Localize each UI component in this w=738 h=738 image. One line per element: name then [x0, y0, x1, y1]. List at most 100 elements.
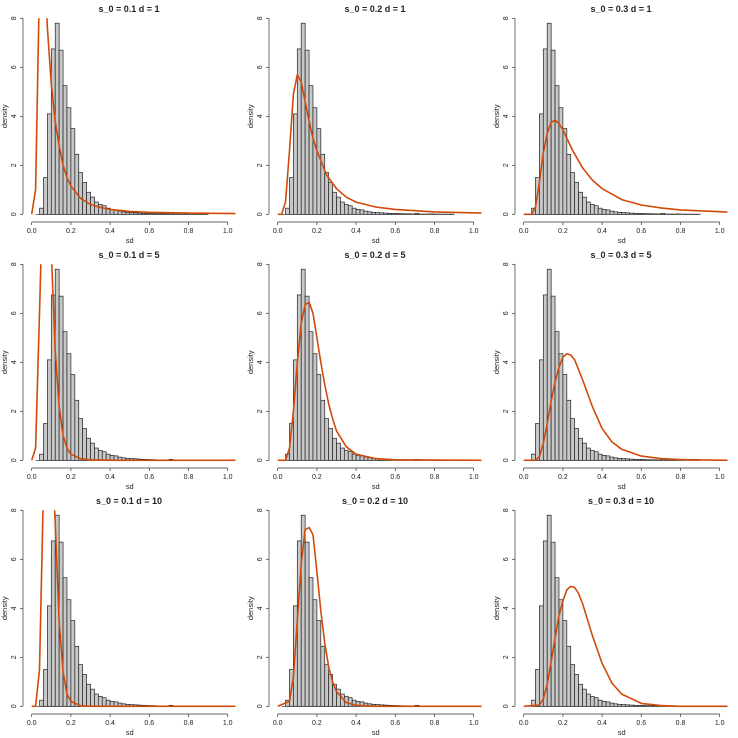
density-curve — [523, 585, 728, 708]
histogram-bar — [70, 374, 76, 461]
histogram-bar — [105, 453, 111, 461]
panel-title: s_0 = 0.2 d = 10 — [342, 496, 408, 506]
histogram-bar — [328, 428, 333, 461]
x-tick-label: 0.4 — [351, 720, 361, 727]
histogram-bar — [66, 599, 72, 707]
histogram-bar — [355, 209, 361, 215]
x-tick-label: 0.6 — [390, 474, 400, 481]
y-axis-label: density — [246, 104, 255, 128]
panel-title: s_0 = 0.1 d = 1 — [98, 4, 159, 14]
x-tick-label: 0.8 — [676, 228, 686, 235]
x-tick-label: 0.8 — [184, 720, 194, 727]
histogram-bar — [296, 294, 302, 461]
x-tick-label: 1.0 — [715, 720, 725, 727]
y-tick-label: 2 — [503, 163, 510, 167]
x-tick-label: 0.8 — [676, 474, 686, 481]
histogram-bar — [293, 113, 298, 215]
histogram-bar — [50, 540, 56, 707]
x-tick-label: 0.0 — [273, 228, 283, 235]
histogram-bar — [605, 701, 611, 707]
histogram-bar — [601, 455, 607, 461]
histogram-bar — [43, 177, 48, 215]
y-tick-label: 0 — [503, 458, 510, 462]
histogram-bar — [308, 577, 314, 707]
histogram-bar — [82, 428, 87, 461]
y-tick-label: 6 — [257, 65, 264, 69]
x-tick-label: 0.8 — [430, 474, 440, 481]
histogram-bar — [300, 22, 306, 215]
histogram-bar — [74, 645, 80, 707]
histogram-bar — [312, 353, 318, 461]
y-tick-label: 4 — [257, 114, 264, 118]
y-tick-label: 6 — [11, 65, 18, 69]
histogram-bar — [39, 207, 44, 215]
histogram-bar — [578, 683, 583, 707]
histogram-bar — [328, 182, 333, 215]
x-tick-label: 0.0 — [273, 720, 283, 727]
x-tick-label: 0.6 — [636, 720, 646, 727]
panel-title: s_0 = 0.1 d = 5 — [98, 250, 159, 260]
panel-title: s_0 = 0.3 d = 10 — [588, 496, 654, 506]
y-tick-label: 4 — [257, 606, 264, 610]
histogram-bar — [90, 688, 95, 707]
histogram-bar — [558, 353, 564, 461]
histogram-bar — [316, 128, 322, 215]
x-tick-label: 0.4 — [597, 474, 607, 481]
histogram-bar — [574, 674, 579, 707]
histogram-bar — [312, 107, 318, 215]
histogram-bar — [582, 196, 587, 215]
x-tick-label: 0.2 — [66, 720, 76, 727]
panel-title: s_0 = 0.1 d = 10 — [96, 496, 162, 506]
y-tick-label: 2 — [257, 409, 264, 413]
y-tick-label: 6 — [257, 311, 264, 315]
density-curve — [30, 18, 236, 215]
x-tick-label: 1.0 — [223, 720, 233, 727]
histogram-bar — [50, 48, 56, 215]
histogram-bar — [121, 211, 127, 215]
histogram-bar — [586, 201, 591, 215]
y-tick-label: 4 — [11, 606, 18, 610]
histogram-bar — [90, 442, 95, 461]
histogram-bar — [609, 210, 615, 215]
histogram-bar — [101, 451, 107, 461]
x-axis-label: sd — [126, 482, 134, 491]
y-tick-label: 6 — [503, 311, 510, 315]
density-curve — [277, 73, 482, 216]
histogram-bar — [43, 669, 48, 707]
x-tick-label: 0.8 — [430, 228, 440, 235]
histogram-bar — [340, 447, 345, 461]
histogram-bar — [351, 207, 357, 215]
histogram-bar — [289, 177, 294, 215]
histogram-bar — [343, 450, 349, 461]
histogram-bar — [613, 703, 619, 707]
histogram-bar — [86, 683, 91, 707]
histogram-bar — [566, 399, 572, 461]
x-tick-label: 0.6 — [390, 228, 400, 235]
y-tick-label: 8 — [503, 262, 510, 266]
x-axis-label: sd — [618, 728, 626, 737]
histogram-bar — [308, 331, 314, 461]
y-tick-label: 0 — [257, 458, 264, 462]
y-axis-label: density — [246, 596, 255, 620]
histogram-bar — [70, 620, 76, 707]
histogram-panel: s_0 = 0.2 d = 10 0.0 0.2 0.4 0.6 0.8 1.0 sd 0 2 4 6… — [246, 496, 482, 737]
y-tick-label: 4 — [503, 360, 510, 364]
x-tick-label: 0.2 — [312, 228, 322, 235]
histogram-bar — [94, 201, 99, 215]
panel-title: s_0 = 0.3 d = 1 — [590, 4, 651, 14]
x-tick-label: 1.0 — [469, 720, 479, 727]
histogram-bar — [39, 699, 44, 707]
x-axis-label: sd — [372, 728, 380, 737]
histogram-bar — [542, 48, 548, 215]
y-tick-label: 6 — [11, 311, 18, 315]
y-tick-label: 6 — [257, 557, 264, 561]
x-tick-label: 0.2 — [66, 228, 76, 235]
histogram-bar — [550, 295, 556, 461]
histogram-bar — [304, 295, 310, 461]
x-tick-label: 0.6 — [390, 720, 400, 727]
panel-title: s_0 = 0.2 d = 5 — [344, 250, 405, 260]
histogram-bar — [74, 153, 80, 215]
histogram-bar — [117, 210, 123, 215]
histogram-bar — [550, 541, 556, 707]
histogram-bar — [531, 453, 536, 461]
